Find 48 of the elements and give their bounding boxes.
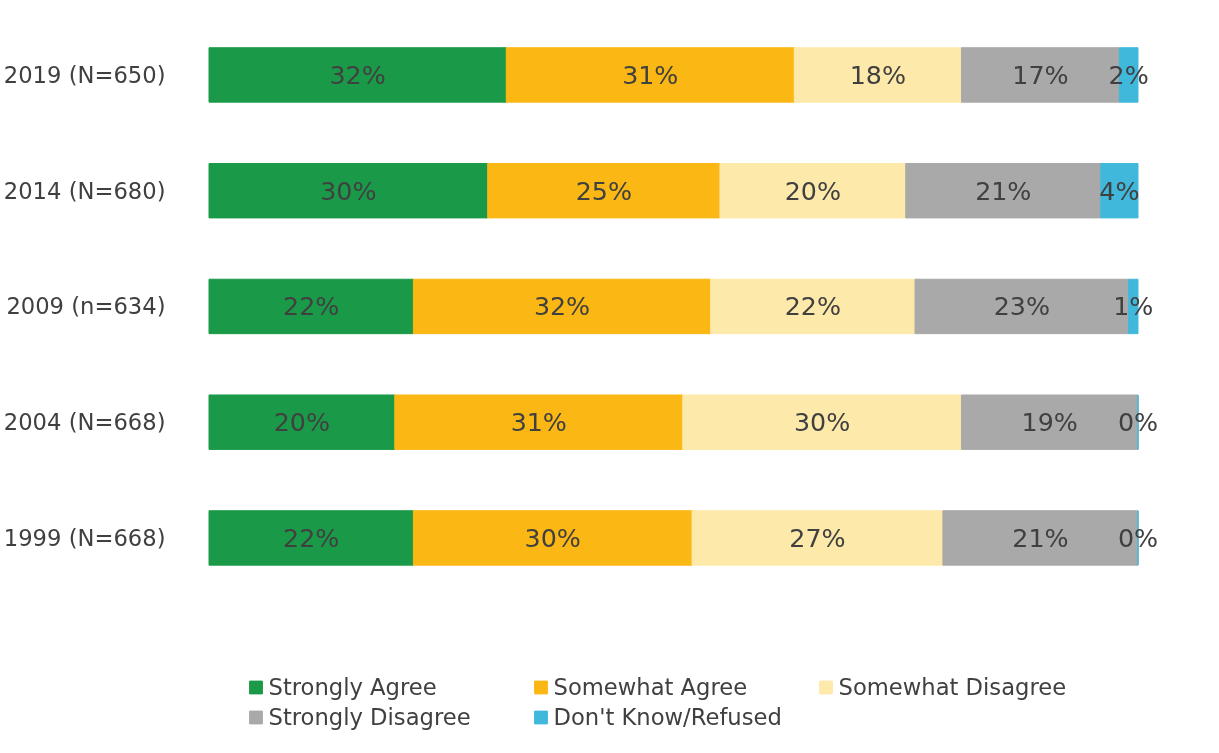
bar	[208, 163, 489, 219]
data-label: 18%	[849, 59, 907, 90]
bar	[208, 278, 414, 335]
bar	[487, 163, 721, 219]
data-label: 19%	[1021, 407, 1078, 438]
data-label: 30%	[524, 522, 581, 553]
bar	[905, 163, 1102, 219]
y-tick-label: 2004 (N=668)	[3, 409, 166, 436]
legend-label: Strongly Agree	[268, 674, 438, 700]
bar	[412, 510, 693, 566]
data-label: 30%	[320, 175, 377, 206]
y-tick-label: 2009 (n=634)	[6, 293, 166, 320]
data-label: 17%	[1012, 59, 1069, 90]
legend-label: Somewhat Agree	[553, 674, 749, 700]
data-label: 30%	[793, 407, 851, 438]
data-label: 32%	[329, 59, 386, 90]
data-label: 21%	[975, 175, 1032, 206]
bar	[208, 47, 507, 103]
bar	[682, 394, 962, 450]
data-label: 22%	[784, 291, 841, 322]
data-label: 20%	[273, 407, 331, 438]
data-label: 22%	[283, 291, 340, 322]
data-label: 25%	[575, 175, 632, 206]
data-label: 20%	[784, 175, 841, 206]
bar	[691, 510, 944, 566]
data-label: 22%	[283, 522, 340, 553]
bar	[412, 278, 712, 335]
legend-label: Strongly Disagree	[268, 704, 472, 730]
data-label: 31%	[510, 407, 567, 438]
y-tick-label: 1999 (N=668)	[3, 524, 166, 551]
bar	[793, 47, 962, 103]
data-label: 31%	[622, 59, 679, 90]
bar	[394, 394, 684, 450]
bar	[505, 47, 795, 103]
data-label: 27%	[789, 522, 846, 553]
y-tick-label: 2014 (N=680)	[3, 177, 166, 204]
legend-label: Don't Know/Refused	[553, 704, 783, 730]
bar	[719, 163, 907, 219]
legend-label: Somewhat Disagree	[838, 674, 1068, 700]
bar	[208, 510, 414, 566]
data-label: 4%	[1099, 175, 1140, 206]
data-label: 23%	[993, 291, 1051, 322]
data-label: 1%	[1113, 291, 1154, 322]
bar	[208, 394, 396, 450]
data-label: 32%	[533, 291, 591, 322]
data-label: 21%	[1012, 522, 1069, 553]
bar	[710, 278, 916, 335]
y-tick-label: 2019 (N=650)	[3, 61, 166, 88]
